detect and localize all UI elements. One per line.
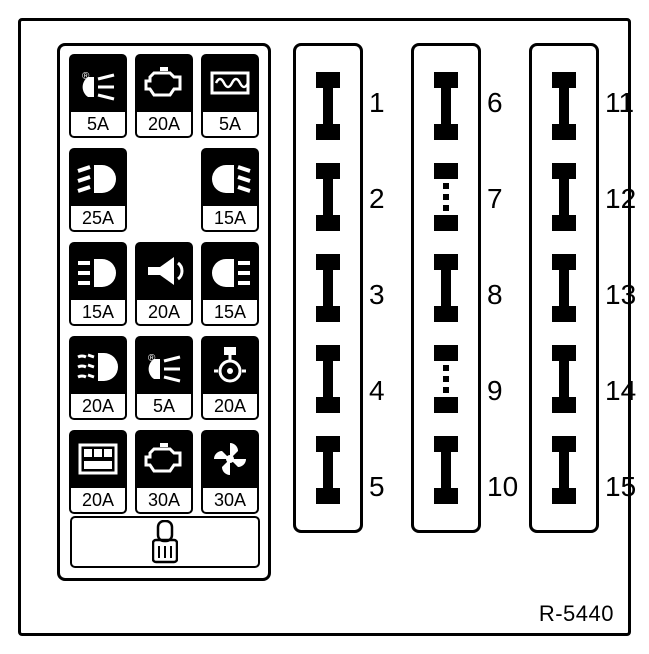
- relay-number-label: 8: [487, 279, 503, 311]
- relay-number-label: 10: [487, 471, 518, 503]
- relay-number-label: 6: [487, 87, 503, 119]
- relay-number-label: 15: [605, 471, 636, 503]
- relay-number-label: 5: [369, 471, 385, 503]
- relay-number-label: 12: [605, 183, 636, 215]
- relay-number-label: 13: [605, 279, 636, 311]
- relay-number-label: 2: [369, 183, 385, 215]
- reference-label: R-5440: [539, 601, 614, 627]
- relay-number-label: 1: [369, 87, 385, 119]
- relay-number-label: 4: [369, 375, 385, 407]
- relay-labels-layer: 123456789101112131415: [21, 21, 628, 633]
- relay-number-label: 3: [369, 279, 385, 311]
- relay-number-label: 9: [487, 375, 503, 407]
- relay-number-label: 14: [605, 375, 636, 407]
- relay-number-label: 7: [487, 183, 503, 215]
- relay-number-label: 11: [605, 87, 634, 119]
- diagram-frame: ®5A20A5A25A15A15A20A15A20A®5A20A20A30A30…: [18, 18, 631, 636]
